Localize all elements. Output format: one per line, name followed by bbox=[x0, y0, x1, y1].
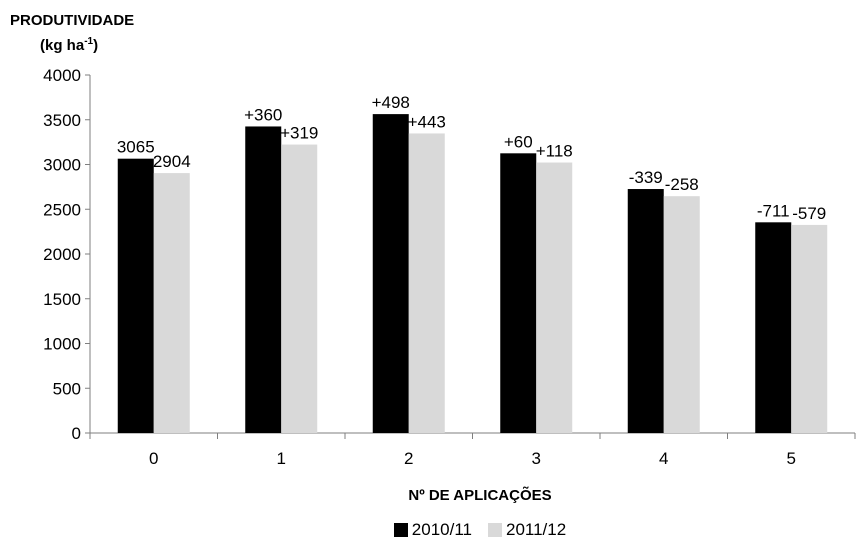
y-tick-label: 2500 bbox=[43, 200, 81, 219]
bar-2011-12 bbox=[663, 196, 700, 433]
data-label: 3065 bbox=[117, 138, 155, 157]
y-axis-title-line1: PRODUTIVIDADE bbox=[10, 12, 135, 29]
y-tick-label: 500 bbox=[53, 379, 81, 398]
data-label: +360 bbox=[244, 105, 282, 124]
legend-item: 2011/12 bbox=[488, 520, 566, 540]
data-label: +498 bbox=[372, 93, 410, 112]
x-tick-label: 3 bbox=[532, 449, 541, 468]
bar-2010-11 bbox=[755, 222, 792, 433]
legend-label: 2010/11 bbox=[411, 520, 472, 539]
legend-swatch bbox=[488, 523, 502, 537]
y-tick-label: 3500 bbox=[43, 111, 81, 130]
x-tick-label: 4 bbox=[659, 449, 668, 468]
data-label: -579 bbox=[792, 204, 826, 223]
bar-2010-11 bbox=[627, 189, 664, 433]
x-tick-label: 5 bbox=[787, 449, 796, 468]
legend-swatch bbox=[393, 523, 408, 537]
y-tick-label: 4000 bbox=[43, 66, 81, 85]
bar-2011-12 bbox=[281, 144, 318, 433]
bar-2010-11 bbox=[500, 153, 537, 433]
y-tick-label: 1000 bbox=[43, 335, 81, 354]
data-label: -339 bbox=[629, 168, 663, 187]
legend-item: 2010/11 bbox=[393, 520, 472, 540]
x-axis-title: Nº DE APLICAÇÕES bbox=[408, 487, 552, 504]
data-label: -711 bbox=[757, 201, 790, 220]
y-axis-title-line2: (kg ha-1) bbox=[40, 36, 99, 54]
legend: 2010/11 2011/12 bbox=[0, 520, 858, 542]
bar-2010-11 bbox=[372, 114, 409, 433]
bar-2011-12 bbox=[791, 224, 828, 433]
y-tick-label: 1500 bbox=[43, 290, 81, 309]
bar-2011-12 bbox=[153, 173, 190, 434]
data-label: +319 bbox=[280, 124, 318, 143]
data-label: +443 bbox=[408, 112, 446, 131]
x-tick-label: 0 bbox=[149, 449, 158, 468]
y-tick-label: 0 bbox=[72, 424, 81, 443]
data-label: 2904 bbox=[153, 152, 191, 171]
y-tick-label: 3000 bbox=[43, 156, 81, 175]
x-tick-label: 1 bbox=[277, 449, 286, 468]
data-label: +118 bbox=[536, 142, 573, 161]
bar-2010-11 bbox=[245, 126, 282, 434]
bar-2011-12 bbox=[408, 133, 445, 434]
x-tick-label: 2 bbox=[404, 449, 413, 468]
bar-2010-11 bbox=[117, 158, 154, 433]
data-label: -258 bbox=[665, 175, 699, 194]
data-label: +60 bbox=[504, 132, 533, 151]
y-tick-label: 2000 bbox=[43, 245, 81, 264]
legend-label: 2011/12 bbox=[506, 520, 567, 539]
bar-2011-12 bbox=[536, 162, 573, 433]
